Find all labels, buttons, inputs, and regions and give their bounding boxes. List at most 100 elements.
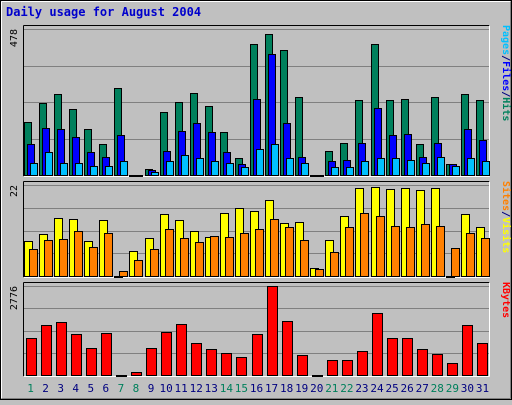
legend-entry: /	[500, 91, 511, 97]
bar-sites-13	[210, 236, 219, 277]
bar-kbytes-18	[282, 321, 293, 376]
day-label-6: 6	[103, 382, 110, 395]
bar-kbytes-13	[206, 349, 217, 376]
bar-sites-12	[195, 242, 204, 277]
bar-pages-27	[422, 163, 430, 176]
bar-pages-26	[407, 160, 415, 176]
day-label-9: 9	[148, 382, 155, 395]
day-label-21: 21	[325, 382, 338, 395]
bar-kbytes-6	[101, 333, 112, 376]
bar-pages-1	[30, 163, 38, 176]
day-label-12: 12	[190, 382, 203, 395]
legend-entry: Files	[500, 61, 512, 91]
bar-kbytes-20	[312, 375, 323, 377]
bar-kbytes-2	[41, 325, 52, 376]
bar-sites-25	[391, 226, 400, 277]
bar-sites-6	[104, 233, 113, 277]
legend-entry: Hits	[500, 97, 512, 121]
day-label-20: 20	[310, 382, 323, 395]
day-label-5: 5	[87, 382, 94, 395]
legend-entry: Sites	[500, 181, 512, 211]
day-label-24: 24	[370, 382, 384, 395]
day-label-13: 13	[205, 382, 218, 395]
bar-kbytes-24	[372, 313, 383, 376]
day-label-8: 8	[133, 382, 140, 395]
bar-kbytes-16	[252, 334, 263, 376]
bar-sites-31	[481, 238, 490, 277]
bar-sites-21	[330, 252, 339, 277]
legend-entry: Pages	[500, 25, 511, 55]
bar-kbytes-5	[86, 348, 97, 376]
day-label-7: 7	[118, 382, 125, 395]
bar-sites-19	[300, 240, 309, 277]
bar-pages-12	[196, 158, 204, 176]
bar-sites-8	[134, 260, 143, 277]
bar-kbytes-19	[297, 355, 308, 376]
panel-visits-sites: 22 Sites/Visits	[9, 181, 512, 278]
bar-pages-11	[181, 155, 189, 176]
bar-kbytes-30	[462, 325, 473, 376]
bar-sites-5	[89, 247, 98, 277]
bar-pages-7	[120, 161, 128, 176]
series-sites	[29, 213, 490, 277]
bar-sites-16	[255, 229, 264, 277]
bar-pages-6	[105, 166, 113, 176]
bar-sites-23	[360, 213, 369, 277]
bar-kbytes-26	[402, 338, 413, 376]
bar-pages-29	[452, 166, 460, 176]
day-label-30: 30	[461, 382, 474, 395]
bar-kbytes-10	[161, 332, 172, 376]
day-label-17: 17	[265, 382, 278, 395]
bar-sites-27	[421, 224, 430, 277]
day-label-11: 11	[175, 382, 188, 395]
bar-sites-22	[345, 227, 354, 277]
bar-kbytes-4	[71, 334, 82, 376]
bar-pages-15	[241, 167, 249, 176]
day-label-3: 3	[57, 382, 64, 395]
bar-sites-29	[451, 248, 460, 277]
bar-pages-31	[482, 161, 490, 176]
day-label-26: 26	[401, 382, 414, 395]
bar-sites-9	[150, 249, 159, 277]
bar-pages-9	[151, 172, 159, 176]
bar-pages-5	[90, 166, 98, 176]
bar-sites-26	[406, 227, 415, 277]
day-label-22: 22	[340, 382, 353, 395]
legend-hits-files-pages: Pages/Files/Hits	[500, 25, 512, 121]
legend-entry: /	[500, 211, 511, 217]
bar-pages-17	[271, 144, 279, 176]
day-label-25: 25	[385, 382, 398, 395]
day-label-1: 1	[27, 382, 34, 395]
day-label-23: 23	[355, 382, 368, 395]
legend-kbytes: KBytes	[500, 282, 511, 318]
day-label-28: 28	[431, 382, 444, 395]
bar-kbytes-15	[236, 357, 247, 376]
series-files	[27, 54, 487, 177]
bar-pages-23	[361, 161, 369, 176]
bar-pages-13	[211, 161, 219, 176]
bar-kbytes-9	[146, 348, 157, 376]
day-label-16: 16	[250, 382, 263, 395]
bar-sites-17	[270, 219, 279, 277]
bar-sites-24	[376, 216, 385, 277]
bar-pages-18	[286, 158, 294, 176]
bar-kbytes-27	[417, 349, 428, 376]
bar-sites-14	[225, 237, 234, 277]
day-labels: 1 2 3 4 5 6 7 8 9 10 11 12 13 14 15 16 17 18 19 20 21 22 23 24 2…	[27, 382, 489, 395]
bar-pages-3	[60, 163, 68, 176]
legend-entry: Visits	[500, 217, 512, 253]
ymax-label: 2776	[9, 286, 20, 310]
bar-pages-24	[377, 158, 385, 176]
bar-sites-1	[29, 249, 38, 277]
series-pages	[30, 144, 490, 177]
bar-kbytes-21	[327, 360, 338, 376]
bar-kbytes-7	[116, 375, 127, 377]
bar-kbytes-29	[447, 363, 458, 376]
bar-sites-7	[119, 271, 128, 277]
day-label-4: 4	[72, 382, 79, 395]
bar-pages-14	[226, 163, 234, 176]
ymax-label: 478	[9, 29, 20, 47]
day-label-10: 10	[159, 382, 172, 395]
